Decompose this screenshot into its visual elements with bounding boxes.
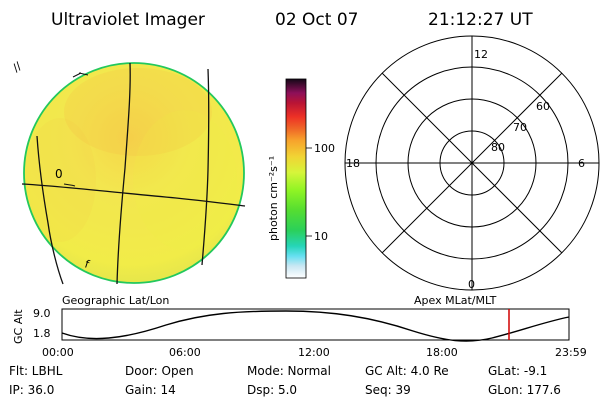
altitude-curve: [61, 310, 570, 342]
polar-grid-panel: 12 0 18 6 60 70 80: [344, 35, 600, 291]
altitude-xtick-0: 00:00: [42, 346, 74, 359]
footer-flt: Flt: LBHL: [9, 364, 63, 378]
colorbar-scale: [285, 78, 307, 279]
altitude-xtick-2: 12:00: [298, 346, 330, 359]
earth-image-panel: // 0 f: [10, 59, 246, 285]
earth-stroke-top: [72, 72, 89, 78]
polar-label-top: 12: [474, 48, 488, 61]
footer-door: Door: Open: [125, 364, 194, 378]
footer-glon: GLon: 177.6: [488, 383, 561, 397]
earth-marker-bottom: f: [83, 257, 92, 271]
earth-disk: [24, 63, 244, 283]
footer-seq: Seq: 39: [365, 383, 411, 397]
polar-ring-label-70: 70: [513, 121, 527, 134]
altitude-xtick-4: 23:59: [555, 346, 587, 359]
colorbar-tick-hi-label: 100: [314, 142, 335, 155]
earth-outline: [23, 62, 245, 284]
colorbar-tick-lo-label: 10: [314, 230, 328, 243]
polar-label-right: 6: [578, 157, 585, 170]
polar-label-left: 18: [346, 157, 360, 170]
colorbar-unit-label: photon cm⁻²s⁻¹: [267, 156, 280, 241]
footer-gain: Gain: 14: [125, 383, 176, 397]
earth-marker-top: //: [10, 59, 24, 74]
altitude-plot-frame: [61, 308, 570, 341]
altitude-plot: GC Alt 9.0 1.8 00:00 06:00 12:00 18:00 2…: [12, 307, 587, 359]
footer-status: Flt: LBHL Door: Open Mode: Normal GC Alt…: [9, 364, 561, 397]
polar-ring-label-60: 60: [536, 100, 550, 113]
altitude-xtick-3: 18:00: [426, 346, 458, 359]
footer-mode: Mode: Normal: [247, 364, 331, 378]
time-label: 21:12:27 UT: [428, 10, 533, 30]
right-panel-caption: Apex MLat/MLT: [414, 294, 497, 307]
footer-gc-alt: GC Alt: 4.0 Re: [365, 364, 449, 378]
app-title: Ultraviolet Imager: [51, 10, 205, 30]
footer-glat: GLat: -9.1: [488, 364, 547, 378]
earth-stroke-mid: [63, 183, 76, 187]
colorbar-panel: 100 10 photon cm⁻²s⁻¹: [267, 78, 335, 279]
polar-ring-label-80: 80: [491, 141, 505, 154]
longitude-line-right: [201, 68, 210, 266]
longitude-line-left: [36, 135, 64, 285]
longitude-line-middle: [116, 62, 131, 285]
left-panel-caption: Geographic Lat/Lon: [62, 294, 169, 307]
footer-dsp: Dsp: 5.0: [247, 383, 297, 397]
latitude-line: [21, 183, 246, 207]
altitude-ytick-bottom: 1.8: [33, 327, 51, 340]
date-label: 02 Oct 07: [275, 10, 358, 30]
polar-diagonal-b: [381, 72, 563, 254]
earth-marker-mid: 0: [55, 167, 63, 181]
polar-label-bottom: 0: [468, 278, 475, 291]
footer-ip: IP: 36.0: [9, 383, 54, 397]
altitude-ylabel: GC Alt: [12, 309, 25, 344]
altitude-ytick-top: 9.0: [33, 307, 51, 320]
altitude-xtick-1: 06:00: [169, 346, 201, 359]
